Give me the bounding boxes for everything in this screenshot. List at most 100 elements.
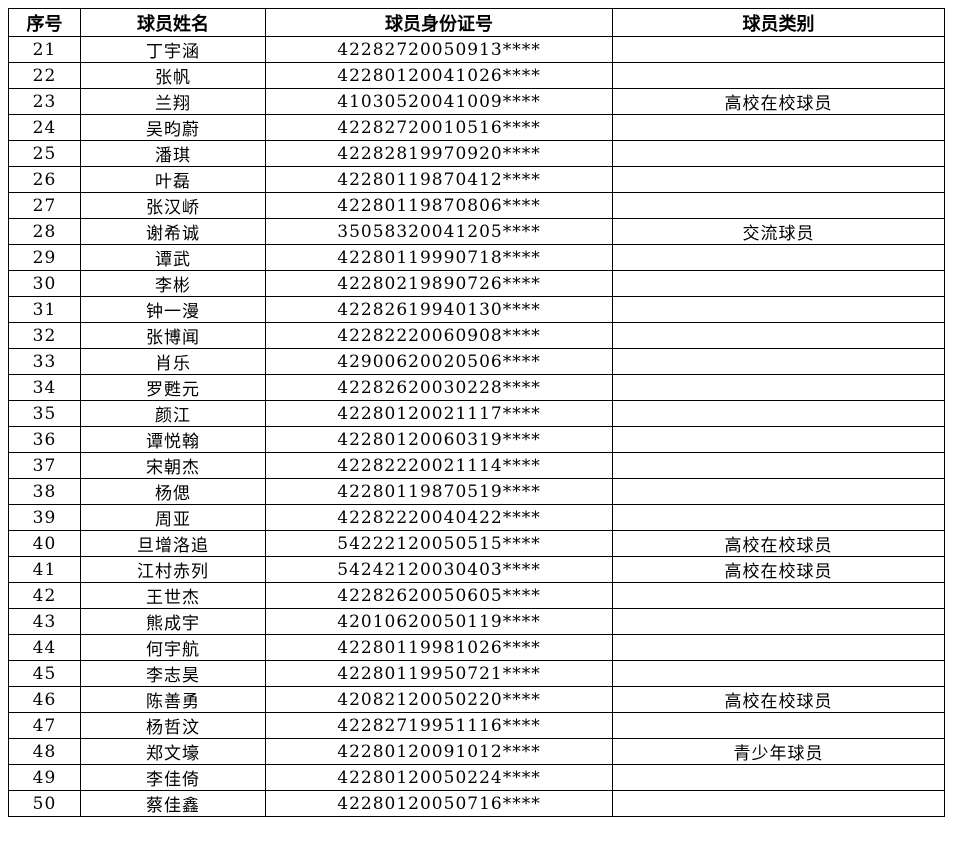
table-cell: 蔡佳鑫 [80, 790, 266, 817]
table-cell: 张汉峤 [80, 192, 266, 219]
table-cell: 42282220021114**** [265, 452, 613, 479]
table-cell: 42082120050220**** [265, 686, 613, 713]
table-row: 45 李志昊 42280119950721**** [8, 660, 945, 687]
table-cell: 42280119870412**** [265, 166, 613, 193]
table-cell: 42900620020506**** [265, 348, 613, 375]
table-cell: 42282620050605**** [265, 582, 613, 609]
table-cell: 42280119990718**** [265, 244, 613, 271]
table-row: 30 李彬 42280219890726**** [8, 270, 945, 297]
table-cell: 颜江 [80, 400, 266, 427]
empty-cell [612, 478, 945, 505]
table-cell: 高校在校球员 [612, 530, 945, 557]
empty-cell [612, 36, 945, 63]
table-cell: 41030520041009**** [265, 88, 613, 115]
table-cell: 陈善勇 [80, 686, 266, 713]
empty-cell [612, 582, 945, 609]
table-cell: 交流球员 [612, 218, 945, 245]
table-cell: 丁宇涵 [80, 36, 266, 63]
table-row: 26 叶磊 42280119870412**** [8, 166, 945, 193]
table-cell: 熊成宇 [80, 608, 266, 635]
table-cell: 高校在校球员 [612, 556, 945, 583]
empty-cell [612, 712, 945, 739]
empty-cell [612, 62, 945, 89]
player-table: 序号 球员姓名 球员身份证号 球员类别 21 丁宇涵 42282720050913****… [8, 8, 945, 817]
table-cell: 42280120041026**** [265, 62, 613, 89]
table-cell: 37 [8, 452, 81, 479]
empty-cell [612, 270, 945, 297]
empty-cell [612, 790, 945, 817]
table-cell: 42282720010516**** [265, 114, 613, 141]
table-cell: 25 [8, 140, 81, 167]
table-cell: 24 [8, 114, 81, 141]
table-cell: 42282619940130**** [265, 296, 613, 323]
table-row: 36 谭悦翰 42280120060319**** [8, 426, 945, 453]
table-cell: 42282719951116**** [265, 712, 613, 739]
table-cell: 江村赤列 [80, 556, 266, 583]
table-cell: 杨偲 [80, 478, 266, 505]
table-cell: 54222120050515**** [265, 530, 613, 557]
table-row: 41 江村赤列 54242120030403**** 高校在校球员 [8, 556, 945, 583]
table-cell: 肖乐 [80, 348, 266, 375]
empty-cell [612, 192, 945, 219]
table-row: 24 吴昀蔚 42282720010516**** [8, 114, 945, 141]
table-cell: 40 [8, 530, 81, 557]
table-cell: 42280120021117**** [265, 400, 613, 427]
table-cell: 28 [8, 218, 81, 245]
table-row: 43 熊成宇 42010620050119**** [8, 608, 945, 635]
header-cell: 序号 [8, 8, 81, 37]
table-cell: 35058320041205**** [265, 218, 613, 245]
table-row: 23 兰翔 41030520041009**** 高校在校球员 [8, 88, 945, 115]
table-row: 25 潘琪 42282819970920**** [8, 140, 945, 167]
table-cell: 周亚 [80, 504, 266, 531]
table-row: 32 张博闻 42282220060908**** [8, 322, 945, 349]
empty-cell [612, 348, 945, 375]
table-cell: 42280120060319**** [265, 426, 613, 453]
table-cell: 45 [8, 660, 81, 687]
empty-cell [612, 634, 945, 661]
table-cell: 34 [8, 374, 81, 401]
table-row: 33 肖乐 42900620020506**** [8, 348, 945, 375]
table-row: 47 杨哲汶 42282719951116**** [8, 712, 945, 739]
table-row: 35 颜江 42280120021117**** [8, 400, 945, 427]
empty-cell [612, 322, 945, 349]
table-cell: 36 [8, 426, 81, 453]
table-cell: 49 [8, 764, 81, 791]
table-cell: 27 [8, 192, 81, 219]
table-row: 46 陈善勇 42082120050220**** 高校在校球员 [8, 686, 945, 713]
header-row: 序号 球员姓名 球员身份证号 球员类别 [8, 8, 945, 37]
table-cell: 42282220040422**** [265, 504, 613, 531]
table-cell: 42280119870806**** [265, 192, 613, 219]
table-cell: 李志昊 [80, 660, 266, 687]
table-cell: 42282720050913**** [265, 36, 613, 63]
table-row: 37 宋朝杰 42282220021114**** [8, 452, 945, 479]
table-row: 22 张帆 42280120041026**** [8, 62, 945, 89]
table-cell: 42280219890726**** [265, 270, 613, 297]
table-cell: 42280119870519**** [265, 478, 613, 505]
empty-cell [612, 764, 945, 791]
table-cell: 李佳倚 [80, 764, 266, 791]
empty-cell [612, 452, 945, 479]
table-cell: 39 [8, 504, 81, 531]
table-row: 42 王世杰 42282620050605**** [8, 582, 945, 609]
empty-cell [612, 244, 945, 271]
table-cell: 43 [8, 608, 81, 635]
table-row: 40 旦增洛追 54222120050515**** 高校在校球员 [8, 530, 945, 557]
table-cell: 42280119950721**** [265, 660, 613, 687]
table-cell: 31 [8, 296, 81, 323]
table-cell: 32 [8, 322, 81, 349]
empty-cell [612, 114, 945, 141]
table-row: 31 钟一漫 42282619940130**** [8, 296, 945, 323]
table-cell: 张帆 [80, 62, 266, 89]
table-cell: 30 [8, 270, 81, 297]
table-row: 28 谢希诚 35058320041205**** 交流球员 [8, 218, 945, 245]
table-cell: 26 [8, 166, 81, 193]
table-cell: 李彬 [80, 270, 266, 297]
table-cell: 高校在校球员 [612, 88, 945, 115]
table-cell: 42280120091012**** [265, 738, 613, 765]
table-cell: 41 [8, 556, 81, 583]
table-cell: 42280119981026**** [265, 634, 613, 661]
table-cell: 王世杰 [80, 582, 266, 609]
table-cell: 何宇航 [80, 634, 266, 661]
table-cell: 42282819970920**** [265, 140, 613, 167]
